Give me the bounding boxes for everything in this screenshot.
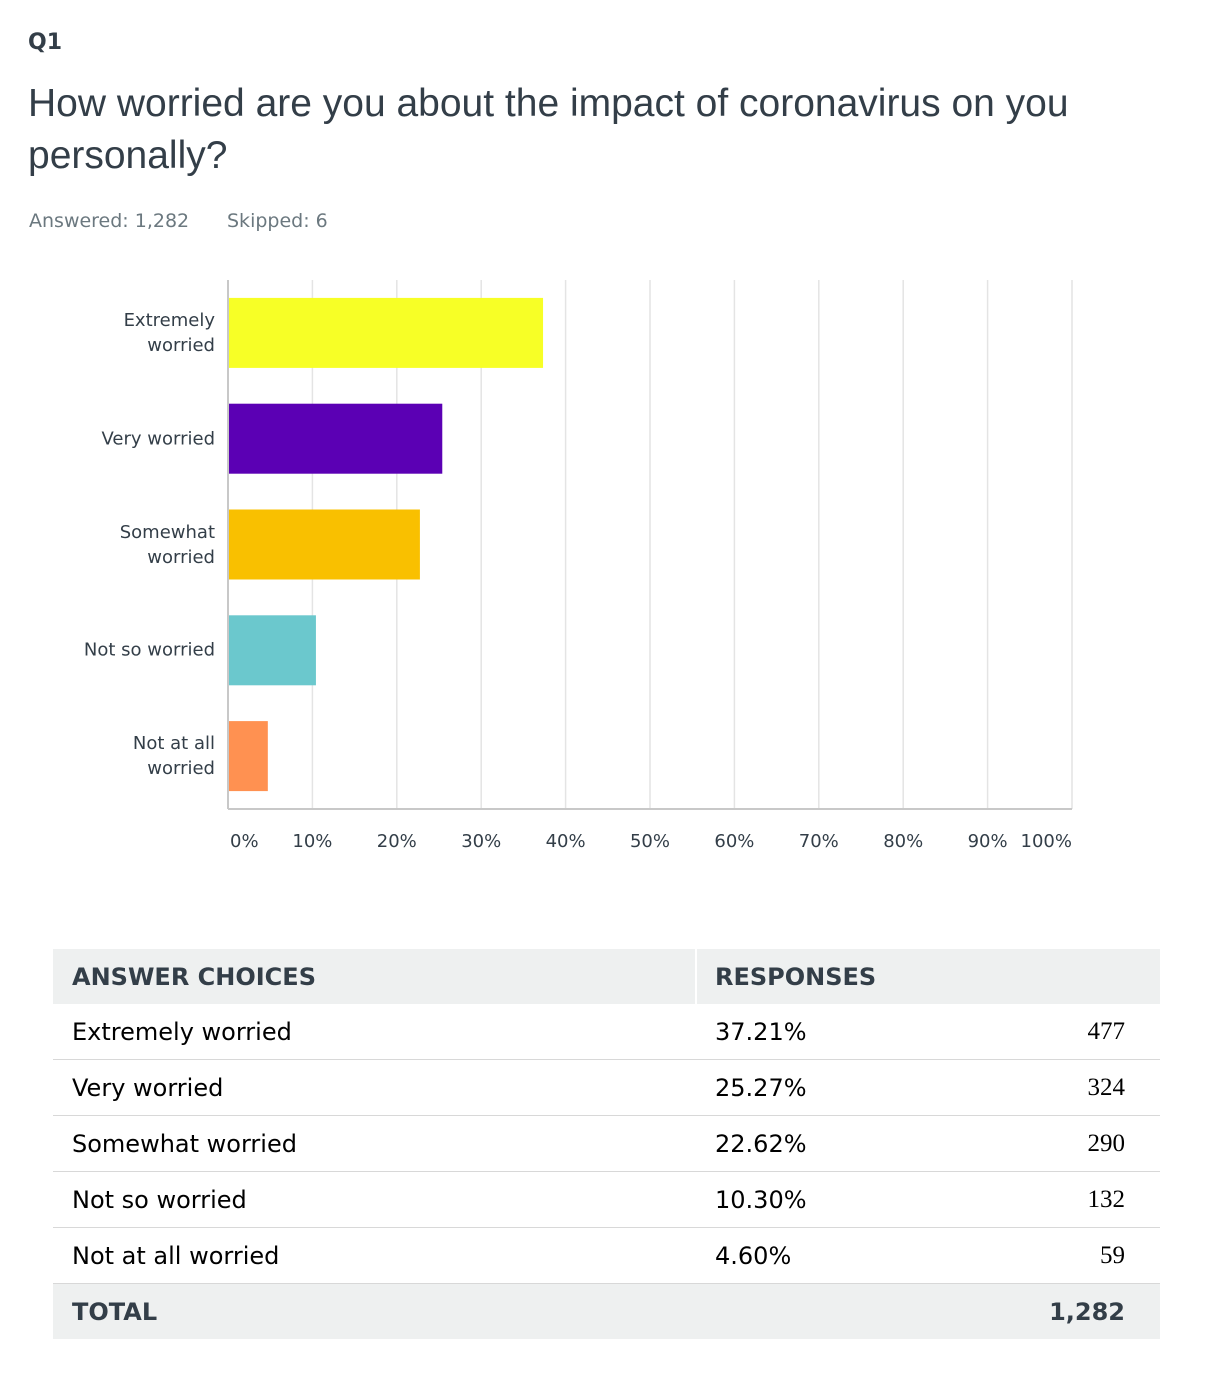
bar	[229, 403, 443, 474]
table-row: Not so worried 10.30% 132	[53, 1172, 1160, 1228]
column-divider	[695, 949, 697, 1004]
category-label: Somewhat worried	[119, 521, 215, 568]
answer-choice: Extremely worried	[72, 1017, 292, 1046]
x-tick-label: 30%	[461, 831, 501, 852]
x-tick-label: 60%	[714, 831, 754, 852]
category-label: Not at all worried	[132, 733, 215, 780]
x-tick-label: 70%	[799, 831, 839, 852]
answered-count: Answered: 1,282	[29, 210, 190, 232]
category-label: Very worried	[101, 428, 215, 450]
response-count: 477	[1087, 1017, 1126, 1045]
x-tick-label: 80%	[883, 831, 923, 852]
response-count: 324	[1087, 1073, 1126, 1101]
response-count: 290	[1087, 1129, 1126, 1157]
table-row: Not at all worried 4.60% 59	[53, 1228, 1160, 1284]
response-percent: 22.62%	[715, 1129, 807, 1158]
answer-choice: Not at all worried	[72, 1241, 280, 1270]
response-count: 132	[1087, 1185, 1126, 1213]
question-title: How worried are you about the impact of …	[28, 82, 1069, 177]
category-label: Extremely worried	[123, 309, 215, 356]
answer-choice: Not so worried	[72, 1185, 247, 1214]
response-percent: 25.27%	[715, 1073, 807, 1102]
results-table: ANSWER CHOICES RESPONSES Extremely worried…	[53, 949, 1160, 1340]
question-number: Q1	[28, 30, 63, 55]
response-count: 59	[1100, 1241, 1125, 1269]
x-tick-label: 90%	[968, 831, 1008, 852]
bar	[229, 297, 544, 368]
x-tick-label: 10%	[292, 831, 332, 852]
x-tick-label: 100%	[1021, 831, 1072, 852]
total-label: TOTAL	[72, 1297, 158, 1326]
x-tick-label: 20%	[377, 831, 417, 852]
category-label: Not so worried	[83, 639, 215, 661]
response-percent: 10.30%	[715, 1185, 807, 1214]
total-count: 1,282	[1049, 1297, 1125, 1326]
table-row: Extremely worried 37.21% 477	[53, 1004, 1160, 1060]
answer-choice: Somewhat worried	[72, 1129, 297, 1158]
bar	[229, 721, 268, 792]
table-total: TOTAL 1,282	[53, 1284, 1160, 1339]
chart: 0% 10% 20% 30% 40% 50% 60% 70% 80% 90% 100%	[227, 280, 1073, 852]
column-header: RESPONSES	[715, 962, 877, 991]
x-tick-label: 0%	[230, 831, 259, 852]
column-header: ANSWER CHOICES	[72, 962, 316, 991]
table-row: Somewhat worried 22.62% 290	[53, 1116, 1160, 1172]
x-tick-label: 40%	[546, 831, 586, 852]
bar	[229, 615, 316, 686]
response-percent: 4.60%	[715, 1241, 792, 1270]
table-row: Very worried 25.27% 324	[53, 1060, 1160, 1116]
skipped-count: Skipped: 6	[227, 210, 328, 232]
x-tick-label: 50%	[630, 831, 670, 852]
answer-choice: Very worried	[72, 1073, 224, 1102]
bar	[229, 509, 420, 580]
response-percent: 37.21%	[715, 1017, 807, 1046]
table-header: ANSWER CHOICES RESPONSES	[53, 949, 1160, 1004]
